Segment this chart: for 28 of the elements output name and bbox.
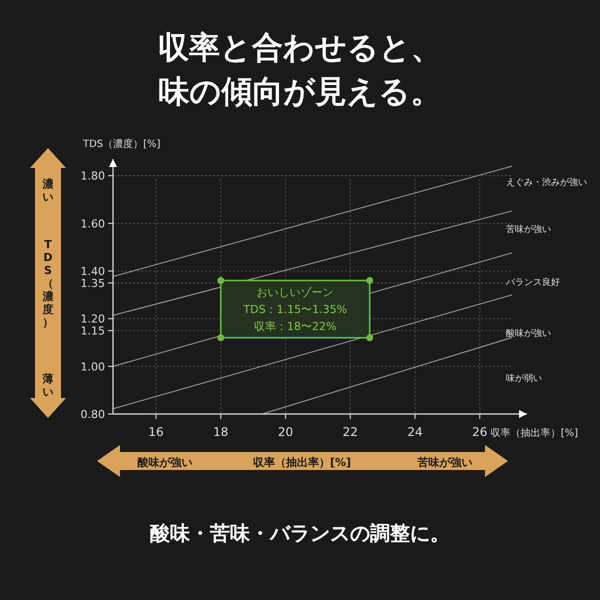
y-tick-label: 1.80 [80, 170, 105, 183]
y-tick-label: 1.40 [80, 265, 105, 278]
y-tick-label: 1.35 [80, 276, 105, 290]
annotation: えぐみ・渋みが強い [506, 177, 587, 188]
x-axis-title: 収率（抽出率）[%] [490, 427, 578, 439]
annotation: 収率：18〜22% [254, 320, 336, 334]
x-tick-label: 20 [278, 425, 294, 439]
text: 酸味・苦味・バランスの調整に。 [150, 521, 450, 545]
x-tick-label: 26 [472, 425, 488, 439]
y-axis-title: TDS（濃度）[%] [82, 138, 161, 150]
y-tick-label: 1.60 [80, 217, 105, 230]
annotation: 苦味が強い [506, 224, 551, 235]
y-tick-label: 1.15 [80, 324, 105, 338]
annotation: おいしいゾーン [256, 286, 334, 300]
y-tick-label: 1.20 [80, 312, 105, 326]
y-tick-label: 1.00 [80, 360, 105, 374]
picture-arrow-vertical: 濃い TDS（濃度） 薄い [30, 148, 66, 418]
annotation: 味が弱い [506, 373, 542, 384]
x-tick-label: 22 [342, 425, 358, 439]
y-tick-label: 0.80 [80, 408, 105, 421]
chart-title: 収率と合わせると、味の傾向が見える。 [158, 30, 442, 110]
annotation: TDS：1.15〜1.35% [242, 303, 348, 316]
x-tick-label: 18 [213, 425, 228, 439]
picture-arrow-horizontal: 酸味が強い 収率（抽出率）[%] 苦味が強い [97, 445, 508, 477]
x-tick-label: 16 [148, 425, 164, 439]
annotation: 酸味が強い [506, 328, 551, 339]
x-tick-label: 24 [407, 425, 423, 439]
annotation: バランス良好 [505, 277, 560, 288]
